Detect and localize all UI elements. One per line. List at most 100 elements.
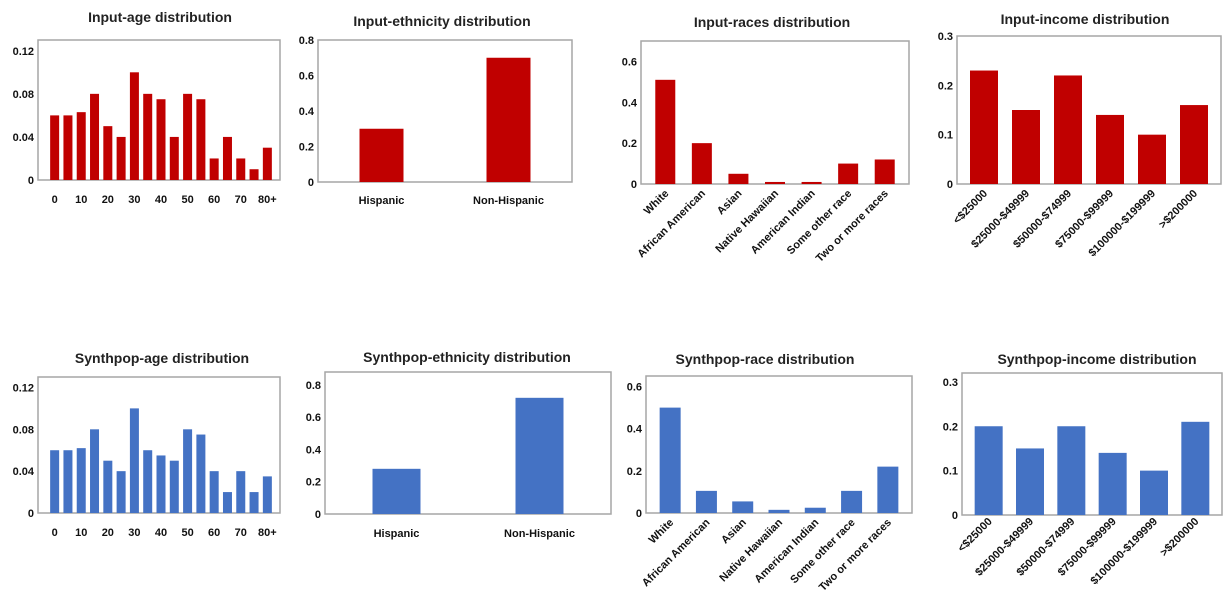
x-tick-label: 20: [102, 194, 114, 206]
x-tick-label: Hispanic: [374, 528, 420, 540]
chart-panel-2: Input-ethnicity distribution 0 0.2 0.4 0.6 0.…: [299, 13, 573, 207]
x-tick-label: Native Hawaiian: [717, 516, 785, 584]
chart-title: Input-ethnicity distribution: [353, 13, 530, 29]
chart-frame: [640, 40, 910, 185]
bar-65: [222, 136, 232, 180]
chart-panel-3: Input-races distribution00.20.40.6WhiteA…: [622, 14, 910, 265]
y-tick-label: 0: [947, 179, 953, 191]
bar--50000-74999: [1057, 426, 1086, 515]
x-tick-label: White: [642, 188, 672, 218]
y-tick-label: 0.4: [306, 444, 322, 456]
y-tick-label: 0.4: [627, 424, 643, 436]
bar-native-hawaiian: [765, 181, 785, 184]
bar-50: [183, 429, 193, 513]
x-tick-label: 0: [52, 527, 58, 539]
bar-40: [156, 455, 166, 513]
x-tick-label: >$200000: [1158, 516, 1201, 559]
y-tick-label: 0.08: [13, 424, 34, 436]
bar-20: [103, 126, 113, 180]
x-tick-label: Two or more races: [814, 188, 891, 265]
bar-45: [169, 136, 179, 180]
bar-45: [169, 460, 179, 513]
bar-30: [129, 72, 139, 180]
bar-20: [103, 460, 113, 513]
bar--75000-99999: [1098, 452, 1127, 515]
bar-hispanic: [372, 468, 421, 514]
x-tick-label: 10: [75, 527, 87, 539]
chart-title: Input-races distribution: [694, 14, 850, 30]
y-tick-label: 0.2: [622, 138, 637, 150]
y-tick-label: 0.3: [938, 31, 953, 43]
bar-asian: [732, 501, 754, 513]
chart-title: Synthpop-age distribution: [75, 350, 249, 366]
bar-60: [209, 471, 219, 513]
bar-25: [116, 136, 126, 180]
y-tick-label: 0.2: [943, 421, 958, 433]
bar--25000: [970, 70, 998, 184]
x-tick-label: White: [647, 517, 677, 547]
y-tick-label: 0.6: [299, 71, 314, 83]
x-tick-label: Some other race: [788, 517, 857, 586]
x-tick-label: Asian: [715, 187, 745, 217]
bar-some-other-race: [838, 163, 859, 184]
bar-50: [183, 93, 193, 180]
x-tick-label: 0: [52, 194, 58, 206]
y-tick-label: 0.4: [299, 106, 315, 118]
bar-15: [90, 93, 100, 180]
y-tick-label: 0: [28, 175, 34, 187]
y-tick-label: 0.6: [627, 382, 642, 394]
y-tick-label: 0.04: [13, 132, 35, 144]
chart-frame: [324, 371, 612, 515]
bar-10: [76, 448, 86, 513]
x-tick-label: Some other race: [785, 188, 854, 257]
bar-american-indian: [801, 181, 822, 184]
bar--100000-199999: [1138, 134, 1166, 184]
bar-some-other-race: [841, 490, 863, 513]
bar--50000-74999: [1054, 75, 1082, 184]
bar-65: [222, 492, 232, 513]
bar--200000: [1180, 105, 1208, 184]
y-tick-label: 0.8: [306, 380, 321, 392]
bar--25000: [974, 426, 1003, 515]
x-tick-label: Asian: [719, 516, 749, 546]
chart-title: Input-income distribution: [1001, 11, 1170, 27]
bar-white: [659, 407, 681, 513]
x-tick-label: Hispanic: [359, 195, 405, 207]
chart-panel-4: Input-income distribution 0 0.1 0.2 0.3 <$250…: [938, 11, 1222, 259]
x-tick-label: Two or more races: [817, 517, 894, 594]
y-tick-label: 0.3: [943, 377, 958, 389]
y-tick-label: 0: [636, 508, 642, 520]
chart-title: Synthpop-income distribution: [997, 351, 1196, 367]
x-tick-label: >$200000: [1157, 188, 1200, 231]
y-tick-label: 0.6: [306, 412, 321, 424]
x-tick-label: 60: [208, 527, 220, 539]
x-tick-label: 80+: [258, 527, 277, 539]
bar--25000-49999: [1012, 110, 1040, 184]
bar-two-or-more-races: [877, 466, 899, 513]
y-tick-label: 0.2: [938, 80, 953, 92]
x-tick-label: 50: [181, 527, 193, 539]
x-tick-label: <$25000: [956, 516, 995, 555]
bar--100000-199999: [1140, 470, 1168, 515]
chart-panel-6: Synthpop-ethnicity distribution 0 0.2 0.4 0.…: [306, 349, 612, 540]
chart-frame: [317, 39, 573, 183]
bar-80-: [262, 476, 272, 513]
bar-35: [143, 450, 153, 513]
x-tick-label: 30: [128, 527, 140, 539]
x-tick-label: American Indian: [752, 516, 821, 585]
y-tick-label: 0.1: [938, 130, 953, 142]
x-tick-label: African American: [635, 187, 708, 260]
bar-60: [209, 158, 219, 180]
bar-80-: [262, 147, 272, 180]
x-tick-label: 30: [128, 194, 140, 206]
bar-10: [76, 112, 86, 180]
bar-30: [129, 408, 139, 513]
y-tick-label: 0.12: [13, 382, 34, 394]
bar-non-hispanic: [486, 57, 531, 182]
y-tick-label: 0: [308, 177, 314, 189]
x-tick-label: American Indian: [749, 187, 818, 256]
bar-70: [236, 471, 246, 513]
y-tick-label: 0: [952, 510, 958, 522]
x-tick-label: 60: [208, 194, 220, 206]
